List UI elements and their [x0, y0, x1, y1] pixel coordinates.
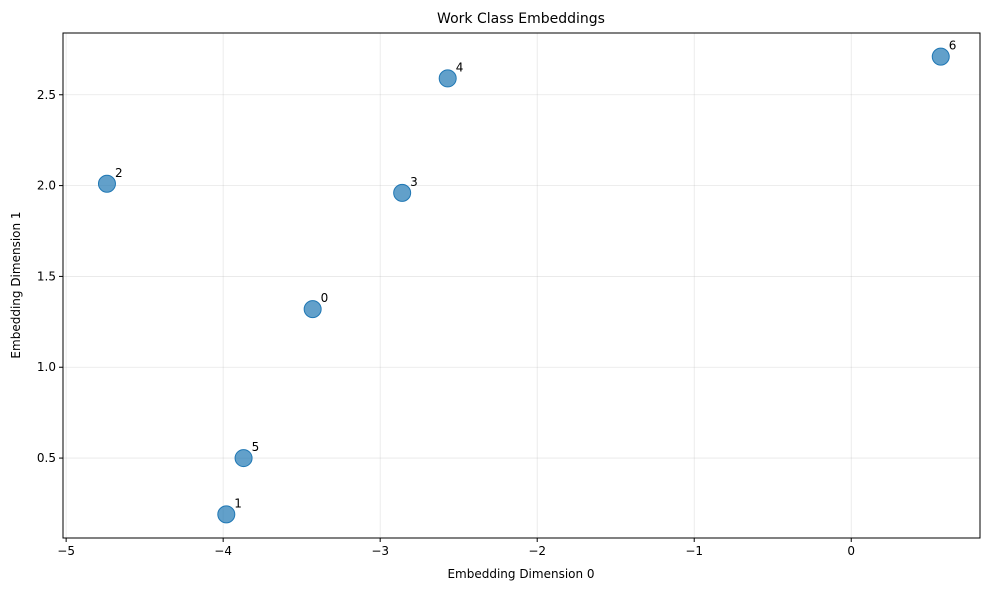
point-label: 4 — [456, 60, 464, 74]
chart-title: Work Class Embeddings — [437, 11, 605, 27]
x-tick-label: 0 — [847, 544, 855, 558]
y-tick-label: 1.0 — [37, 360, 56, 374]
point-label: 2 — [115, 166, 123, 180]
y-tick-label: 0.5 — [37, 451, 56, 465]
y-axis-ticks: 0.5 1.0 1.5 2.0 2.5 — [37, 88, 63, 465]
plot-frame — [62, 32, 981, 539]
y-axis-title: Embedding Dimension 1 — [9, 211, 23, 358]
x-tick-label: −1 — [685, 544, 703, 558]
y-tick-label: 1.5 — [37, 269, 56, 283]
x-tick-label: −4 — [214, 544, 232, 558]
x-tick-label: −5 — [57, 544, 75, 558]
point-label: 0 — [321, 291, 329, 305]
data-points: 0 1 2 3 4 5 6 — [97, 39, 957, 524]
y-tick-label: 2.0 — [37, 179, 56, 193]
y-tick-label: 2.5 — [37, 88, 56, 102]
data-point — [438, 69, 457, 88]
data-point — [234, 449, 253, 468]
data-point — [303, 300, 322, 319]
data-point — [931, 47, 950, 66]
grid — [63, 33, 980, 538]
x-tick-label: −3 — [371, 544, 389, 558]
point-label: 6 — [949, 39, 957, 53]
point-label: 3 — [410, 175, 418, 189]
point-label: 5 — [252, 440, 260, 454]
data-point — [217, 505, 236, 524]
x-axis-title: Embedding Dimension 0 — [447, 567, 594, 581]
data-point — [97, 174, 116, 193]
x-axis-ticks: −5 −4 −3 −2 −1 0 — [57, 538, 855, 558]
point-label: 1 — [234, 496, 242, 510]
data-point — [393, 183, 412, 202]
x-tick-label: −2 — [528, 544, 546, 558]
